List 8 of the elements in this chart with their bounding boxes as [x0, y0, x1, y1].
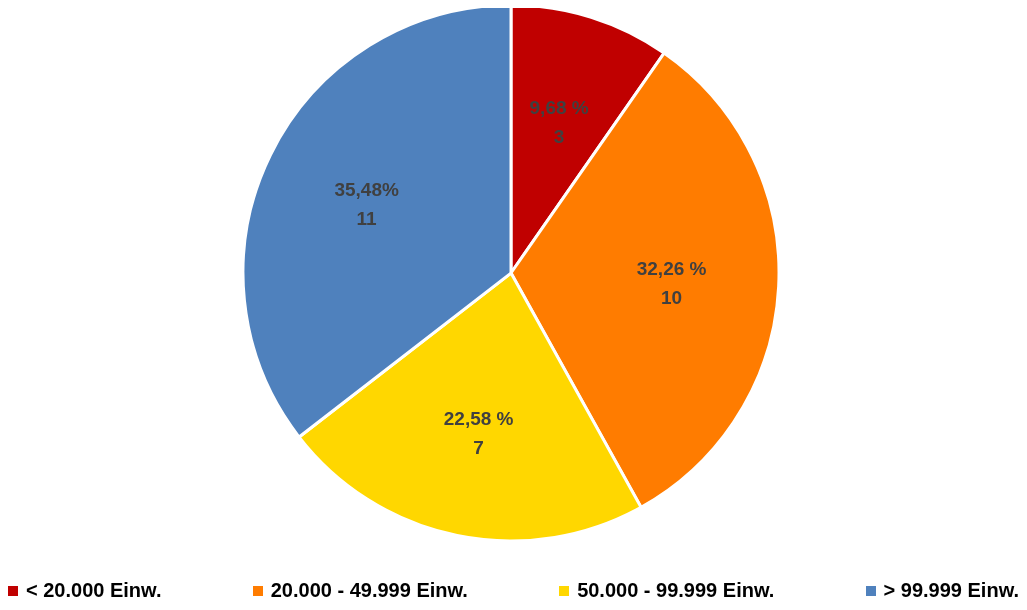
data-label: 32,26 % 10 [636, 258, 707, 309]
legend-label: 20.000 - 49.999 Einw. [269, 579, 468, 602]
data-label: 22,58 % 7 [443, 407, 514, 458]
legend-label: > 99.999 Einw. [882, 579, 1019, 602]
legend-label: < 20.000 Einw. [25, 579, 162, 602]
data-label: 9,68 % 3 [529, 96, 589, 147]
legend-label: 50.000 - 99.999 Einw. [576, 579, 775, 602]
data-label: 35,48% 11 [334, 179, 399, 230]
